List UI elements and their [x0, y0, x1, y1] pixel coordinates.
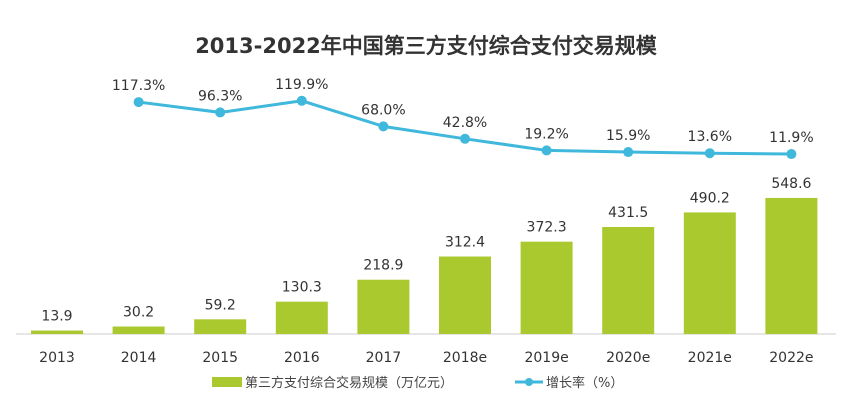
x-tick-label-2021e: 2021e	[688, 350, 732, 366]
bar-2020e	[602, 226, 655, 334]
bar-2013	[31, 330, 83, 334]
growth-point-2017	[378, 121, 389, 132]
bar-label-2013: 13.9	[41, 309, 72, 325]
x-tick-label-2014: 2014	[121, 350, 157, 366]
growth-point-2014	[133, 97, 144, 108]
chart-title: 2013-2022年中国第三方支付综合支付交易规模	[195, 34, 658, 58]
growth-label-2016: 119.9%	[275, 77, 328, 93]
x-tick-label-2013: 2013	[39, 350, 75, 366]
growth-point-2019e	[541, 145, 552, 156]
bar-label-2022e: 548.6	[771, 176, 811, 192]
x-tick-label-2017: 2017	[366, 350, 402, 366]
growth-point-2016	[296, 95, 307, 106]
bar-label-2020e: 431.5	[608, 205, 648, 221]
growth-point-2018e	[460, 133, 470, 144]
growth-label-2020e: 15.9%	[606, 128, 650, 144]
bar-2022e	[765, 197, 818, 334]
bar-2018e	[439, 256, 491, 334]
growth-point-2022e	[786, 149, 797, 160]
bar-2019e	[520, 241, 573, 334]
bar-label-2014: 30.2	[123, 305, 154, 321]
x-tick-label-2016: 2016	[284, 350, 320, 366]
legend-bar-label: 第三方支付综合交易规模（万亿元）	[245, 375, 453, 391]
bar-label-2016: 130.3	[282, 280, 322, 296]
growth-label-2021e: 13.6%	[688, 129, 732, 145]
bar-label-2019e: 372.3	[527, 220, 567, 236]
legend-line-label: 增长率（%）	[546, 375, 623, 391]
bar-2015	[194, 319, 247, 334]
growth-label-2017: 68.0%	[361, 102, 405, 118]
bar-label-2017: 218.9	[363, 258, 403, 274]
bar-label-2018e: 312.4	[445, 235, 485, 251]
growth-label-2019e: 19.2%	[524, 126, 568, 142]
bar-2017	[357, 279, 410, 334]
x-tick-label-2020e: 2020e	[606, 350, 650, 366]
growth-label-2022e: 11.9%	[769, 130, 813, 146]
x-tick-label-2015: 2015	[202, 350, 238, 366]
bar-2014	[112, 326, 165, 334]
x-tick-label-2019e: 2019e	[524, 350, 568, 366]
growth-point-2015	[215, 107, 226, 118]
bar-2021e	[683, 212, 736, 334]
growth-label-2015: 96.3%	[198, 88, 242, 104]
x-tick-label-2018e: 2018e	[443, 350, 487, 366]
bar-label-2015: 59.2	[205, 297, 236, 313]
bar-label-2021e: 490.2	[690, 190, 730, 206]
bar-2016	[275, 301, 328, 334]
legend: 第三方支付综合交易规模（万亿元） 增长率（%）	[212, 375, 623, 391]
growth-point-2020e	[623, 147, 634, 158]
growth-point-2021e	[704, 148, 715, 159]
growth-label-2014: 117.3%	[112, 78, 165, 94]
growth-label-2018e: 42.8%	[443, 115, 487, 131]
x-tick-label-2022e: 2022e	[769, 350, 813, 366]
legend-line-marker	[525, 378, 533, 386]
legend-bar-swatch	[212, 377, 242, 387]
